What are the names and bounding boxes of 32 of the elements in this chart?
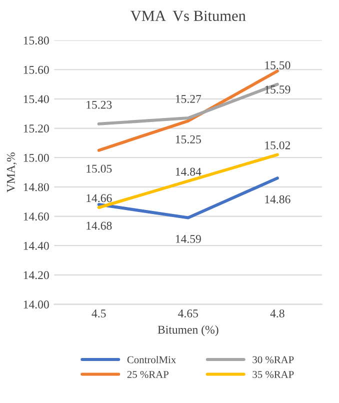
chart-title: VMA Vs Bitumen (130, 10, 246, 22)
data-label: 14.68 (86, 222, 112, 230)
y-tick-label: 15.40 (24, 95, 49, 104)
data-label: 15.27 (176, 94, 202, 103)
x-tick-label: 4.5 (92, 310, 106, 318)
data-label: 14.84 (176, 168, 202, 176)
legend-label: 30 %RAP (252, 356, 294, 364)
data-label: 15.50 (265, 61, 290, 70)
x-tick-label: 4.8 (270, 309, 284, 318)
y-tick-label: 15.20 (24, 124, 49, 133)
data-label: 15.02 (265, 141, 290, 150)
legend-label: ControlMix (127, 356, 176, 364)
data-label: 15.25 (176, 135, 201, 144)
y-tick-label: 15.60 (24, 66, 49, 74)
legend-label: 25 %RAP (127, 370, 168, 378)
data-label: 15.05 (86, 164, 112, 173)
y-axis-title: VMA,% (6, 152, 17, 192)
data-label: 14.86 (265, 195, 290, 204)
x-tick-label: 4.65 (178, 310, 198, 318)
legend-label: 35 %RAP (252, 370, 294, 378)
data-label: 14.59 (176, 234, 201, 243)
y-tick-label: 14.00 (24, 300, 49, 309)
data-label: 15.23 (86, 100, 112, 109)
y-tick-label: 15.80 (24, 36, 49, 45)
data-label: 14.66 (86, 194, 112, 202)
y-tick-label: 14.40 (24, 242, 49, 250)
y-tick-label: 14.60 (24, 212, 49, 221)
y-tick-label: 14.20 (24, 271, 49, 280)
x-axis-title: Bitumen (%) (158, 325, 218, 336)
data-label: 15.59 (265, 86, 290, 94)
y-tick-label: 15.00 (24, 154, 49, 162)
y-tick-label: 14.80 (24, 183, 49, 192)
